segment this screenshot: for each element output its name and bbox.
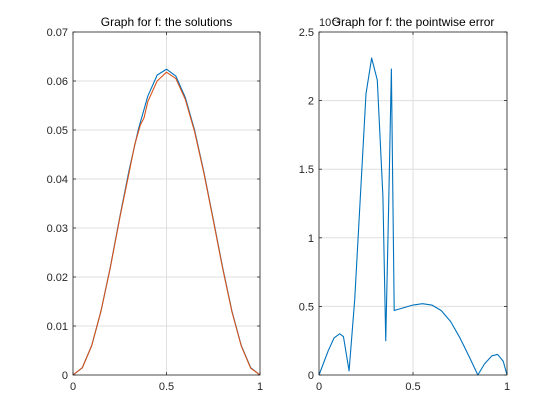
y-tick-label: 0.04: [47, 174, 68, 186]
x-tick-label: 0: [316, 381, 322, 393]
y-tick-label: 1: [308, 233, 314, 245]
x-tick-label: 1: [504, 381, 510, 393]
y-axis-multiplier: 10⁻³: [319, 17, 341, 29]
series-line-2: [72, 71, 261, 376]
x-tick-label: 0.5: [159, 381, 174, 393]
y-tick-label: 2: [308, 96, 314, 108]
axes-solutions: 0 0.5 1 0 0.01 0.02 0.03 0.04 0.05 0.06 0.07 Graph …: [47, 15, 263, 393]
x-tick-label: 0.5: [405, 381, 420, 393]
y-tick-label: 0.07: [47, 27, 68, 39]
y-tick-label: 0: [308, 370, 314, 382]
y-tick-label: 0.5: [299, 301, 314, 313]
chart-title: Graph for f: the solutions: [101, 15, 232, 29]
y-tick-label: 0.06: [47, 76, 68, 88]
y-tick-label: 0.01: [47, 321, 68, 333]
y-tick-label: 1.5: [299, 164, 314, 176]
series-line-1: [318, 57, 508, 376]
y-tick-label: 0.05: [47, 125, 68, 137]
y-tick-label: 0.02: [47, 272, 68, 284]
x-tick-label: 0: [70, 381, 76, 393]
y-tick-label: 0: [62, 370, 68, 382]
x-tick-label: 1: [257, 381, 263, 393]
chart-title: Graph for f: the pointwise error: [332, 15, 495, 29]
y-tick-label: 2.5: [299, 27, 314, 39]
y-tick-label: 0.03: [47, 223, 68, 235]
